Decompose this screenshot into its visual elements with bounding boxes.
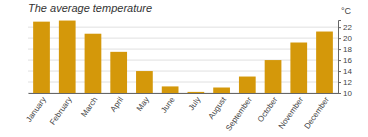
bar <box>188 92 205 93</box>
y-tick-label: 14 <box>343 67 352 76</box>
x-axis: JanuaryFebruaryMarch April May June JulyAugu… <box>24 94 338 133</box>
y-tick-label: 10 <box>343 89 352 98</box>
x-tick-label: September <box>224 95 254 132</box>
x-tick: May <box>135 95 151 113</box>
bar <box>239 77 256 93</box>
y-tick: 20 <box>338 34 352 43</box>
x-axis-line <box>29 93 339 94</box>
x-tick: November <box>277 95 306 131</box>
bar <box>33 22 50 93</box>
x-tick: September <box>224 95 254 132</box>
y-tick-mark <box>338 27 341 28</box>
x-tick-label: June <box>159 95 177 115</box>
bar <box>213 88 230 93</box>
x-tick: October <box>256 95 280 124</box>
plot: JanuaryFebruaryMarch April May June JulyAugu… <box>24 21 352 137</box>
x-tick: June <box>159 95 177 115</box>
x-tick-label: March <box>79 95 99 118</box>
x-tick-label: February <box>48 95 74 126</box>
y-tick-label: 22 <box>343 23 352 32</box>
bar <box>59 21 76 93</box>
x-tick-label: July <box>187 95 203 112</box>
title: The average temperature <box>28 2 152 14</box>
x-tick: April <box>109 95 126 113</box>
x-tick-label: October <box>256 95 280 124</box>
x-tick-label: December <box>302 95 331 131</box>
x-tick-label: May <box>135 95 151 113</box>
y-axis: 10 12 14 16 18 20 22 <box>338 21 352 99</box>
x-tick: August <box>206 95 228 121</box>
y-tick: 22 <box>338 23 352 32</box>
y-tick-label: 16 <box>343 56 352 65</box>
x-tick-label: November <box>277 95 306 131</box>
bar <box>110 52 127 93</box>
bar <box>316 32 333 93</box>
x-tick-label: August <box>206 95 228 121</box>
y-tick-mark <box>338 38 341 39</box>
x-tick-label: April <box>109 95 126 113</box>
y-tick-label: 20 <box>343 34 352 43</box>
y-tick-mark <box>338 82 341 83</box>
bar <box>290 43 307 93</box>
y-axis-title: °C <box>341 6 352 16</box>
x-tick: December <box>302 95 331 131</box>
bar <box>85 34 102 93</box>
bar <box>136 71 153 93</box>
y-tick: 10 <box>338 89 352 98</box>
y-tick: 12 <box>338 78 352 87</box>
y-tick-label: 12 <box>343 78 352 87</box>
y-tick: 18 <box>338 45 352 54</box>
x-tick-label: January <box>24 95 48 123</box>
y-tick-mark <box>338 49 341 50</box>
bars <box>33 21 333 93</box>
y-tick: 14 <box>338 67 352 76</box>
y-tick: 16 <box>338 56 352 65</box>
y-tick-label: 18 <box>343 45 352 54</box>
x-tick: January <box>24 95 48 123</box>
y-tick-mark <box>338 71 341 72</box>
chart: JanuaryFebruaryMarch April May June JulyAugu… <box>0 0 368 137</box>
bar <box>162 86 179 93</box>
x-tick: February <box>48 95 74 126</box>
x-tick: March <box>79 95 99 118</box>
y-axis-line <box>339 21 342 94</box>
x-tick: July <box>187 95 203 112</box>
y-tick-mark <box>338 60 341 61</box>
bar <box>265 60 282 93</box>
y-tick-mark <box>338 93 341 94</box>
